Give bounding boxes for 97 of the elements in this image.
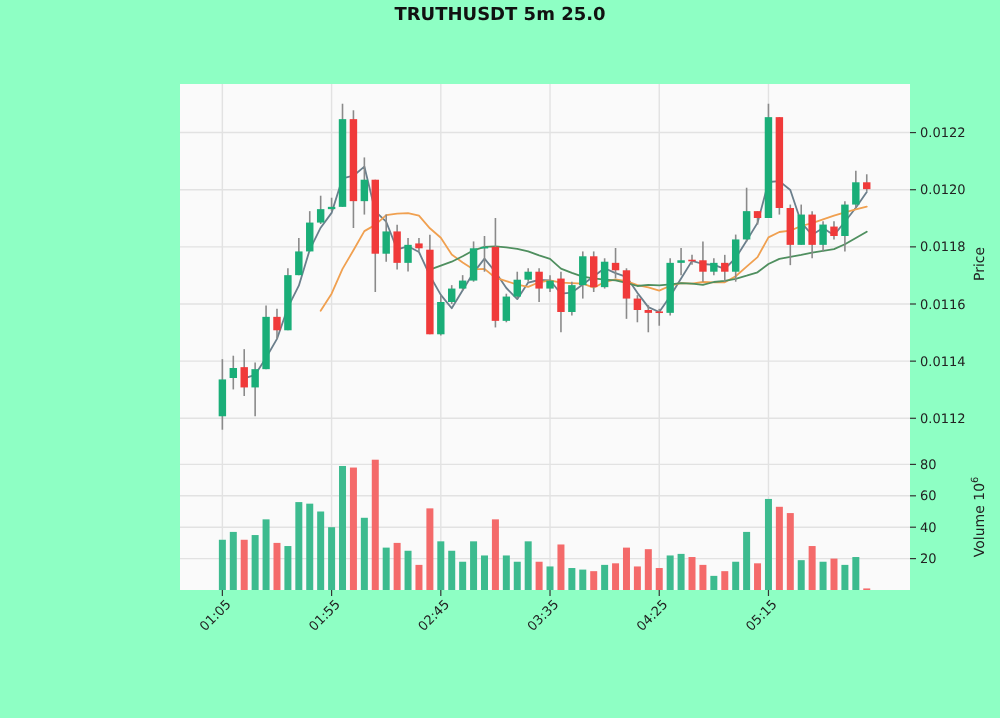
candlestick	[797, 203, 805, 246]
candlestick	[830, 220, 838, 241]
bar	[349, 467, 357, 590]
candlestick	[295, 237, 303, 276]
candlestick	[316, 194, 325, 225]
bar	[764, 498, 772, 590]
bar	[229, 531, 237, 590]
bar	[546, 566, 554, 590]
bar	[557, 544, 565, 590]
bar	[491, 519, 499, 590]
candlestick	[306, 210, 314, 253]
candlestick	[633, 294, 642, 324]
candlestick	[273, 308, 281, 340]
candlestick	[240, 348, 248, 397]
bar	[382, 547, 390, 590]
bar	[830, 558, 838, 590]
bar	[612, 563, 620, 590]
line-series	[319, 205, 868, 312]
bar	[480, 555, 488, 590]
candlestick	[502, 292, 511, 324]
bar	[710, 575, 718, 590]
candlestick	[218, 358, 227, 431]
candlestick	[786, 203, 795, 266]
candlestick	[251, 361, 259, 418]
bar	[240, 539, 248, 590]
bar	[513, 561, 521, 590]
bar	[448, 550, 456, 590]
bar	[808, 546, 816, 590]
candlestick	[404, 237, 412, 273]
bar	[622, 547, 630, 590]
candlestick	[469, 240, 478, 283]
bar	[590, 571, 598, 590]
bar	[404, 550, 412, 590]
candlestick	[448, 284, 456, 305]
candlestick	[841, 200, 849, 253]
candlestick	[819, 220, 827, 253]
candlestick	[852, 170, 860, 209]
bar	[655, 568, 663, 590]
candlestick	[677, 247, 685, 276]
bar	[437, 541, 445, 590]
bar	[306, 503, 314, 590]
bar	[470, 541, 478, 590]
bar	[218, 539, 226, 590]
bar	[579, 569, 587, 590]
bar	[743, 531, 751, 590]
candlestick	[557, 270, 565, 334]
candlestick	[808, 210, 816, 260]
candlestick	[655, 308, 663, 327]
candlestick	[535, 267, 543, 303]
candlestick	[731, 233, 740, 283]
bar	[721, 571, 729, 590]
chart-title: TRUTHUSDT 5m 25.0	[394, 6, 606, 26]
bar	[273, 542, 281, 590]
bar	[262, 519, 270, 590]
bar	[459, 561, 467, 590]
bar	[393, 542, 401, 590]
bar	[852, 557, 860, 590]
candlestick	[590, 250, 598, 293]
bar	[732, 561, 740, 590]
bar	[644, 549, 652, 590]
bar	[819, 561, 827, 590]
candlestick	[742, 186, 751, 243]
candlestick	[229, 354, 238, 391]
bar	[797, 560, 805, 590]
candlestick	[622, 267, 631, 320]
bar	[754, 563, 762, 590]
bar	[775, 506, 783, 590]
bar	[371, 459, 379, 590]
bar	[601, 564, 609, 590]
candlestick	[579, 250, 587, 300]
bar	[284, 546, 292, 590]
candlestick	[568, 280, 576, 317]
bar	[535, 561, 543, 590]
bar	[786, 513, 794, 590]
bar	[415, 564, 423, 590]
candlestick	[437, 294, 445, 337]
candlestick	[393, 224, 401, 271]
candlestick	[600, 257, 609, 290]
bar	[251, 535, 259, 590]
candlestick	[721, 254, 729, 283]
candlestick	[360, 156, 369, 216]
bar	[524, 541, 532, 590]
candlestick	[382, 213, 390, 263]
bar	[328, 527, 336, 590]
candlestick	[513, 270, 521, 300]
bar	[360, 517, 368, 590]
bar	[502, 555, 510, 590]
bar	[633, 566, 641, 590]
bar	[426, 508, 434, 590]
bar	[295, 502, 303, 590]
bar	[666, 555, 674, 590]
bar	[568, 568, 576, 590]
bar	[841, 564, 849, 590]
bar	[339, 465, 347, 590]
candlestick	[644, 304, 653, 334]
bar	[317, 511, 325, 590]
bar	[677, 553, 685, 590]
